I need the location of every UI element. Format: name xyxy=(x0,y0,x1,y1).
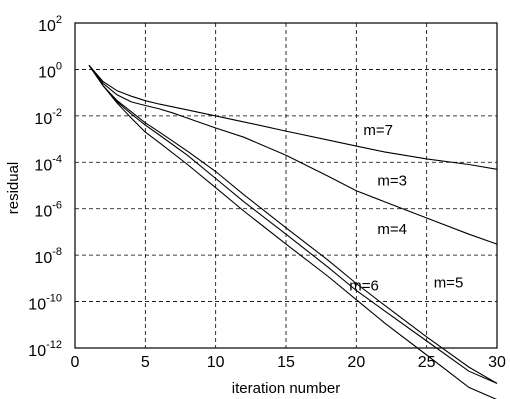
series-label-m7: m=7 xyxy=(363,122,393,139)
y-tick-label: 100 xyxy=(38,60,62,81)
series-lines: m=7 m=3 m=4 m=5 m=6 xyxy=(88,64,498,399)
x-tick-label: 25 xyxy=(418,354,436,371)
y-axis-label: residual xyxy=(5,162,22,215)
x-tick-label: 15 xyxy=(277,354,295,371)
x-axis-label: iteration number xyxy=(232,380,340,397)
plot-frame xyxy=(74,22,498,349)
y-tick-label: 10-2 xyxy=(34,107,62,128)
series-line-m7 xyxy=(88,64,498,170)
x-tick-label: 20 xyxy=(347,354,365,371)
grid xyxy=(75,23,497,348)
series-label-m5: m=5 xyxy=(434,275,464,292)
x-tick-label: 5 xyxy=(141,354,150,371)
x-tick-label: 30 xyxy=(488,354,506,371)
y-tick-label: 102 xyxy=(38,14,62,35)
series-line-m3 xyxy=(88,64,498,245)
y-tick-label: 10-10 xyxy=(28,293,62,314)
y-tick-label: 10-8 xyxy=(34,246,62,267)
series-line-m4 xyxy=(88,64,498,384)
series-label-m4: m=4 xyxy=(377,221,407,238)
x-tick-label: 10 xyxy=(207,354,225,371)
y-tick-label: 10-6 xyxy=(34,200,62,221)
series-label-m3: m=3 xyxy=(377,173,407,190)
series-line-m6 xyxy=(88,64,497,399)
series-line-m5 xyxy=(88,64,498,384)
x-tick-label: 0 xyxy=(71,354,80,371)
y-tick-label: 10-4 xyxy=(34,153,62,174)
tick-labels: 0 5 10 15 20 25 30 102 100 10-2 10-4 10-6 10-8 10-10 1… xyxy=(28,14,506,371)
series-label-m6: m=6 xyxy=(349,277,379,294)
y-tick-label: 10-12 xyxy=(28,339,62,360)
